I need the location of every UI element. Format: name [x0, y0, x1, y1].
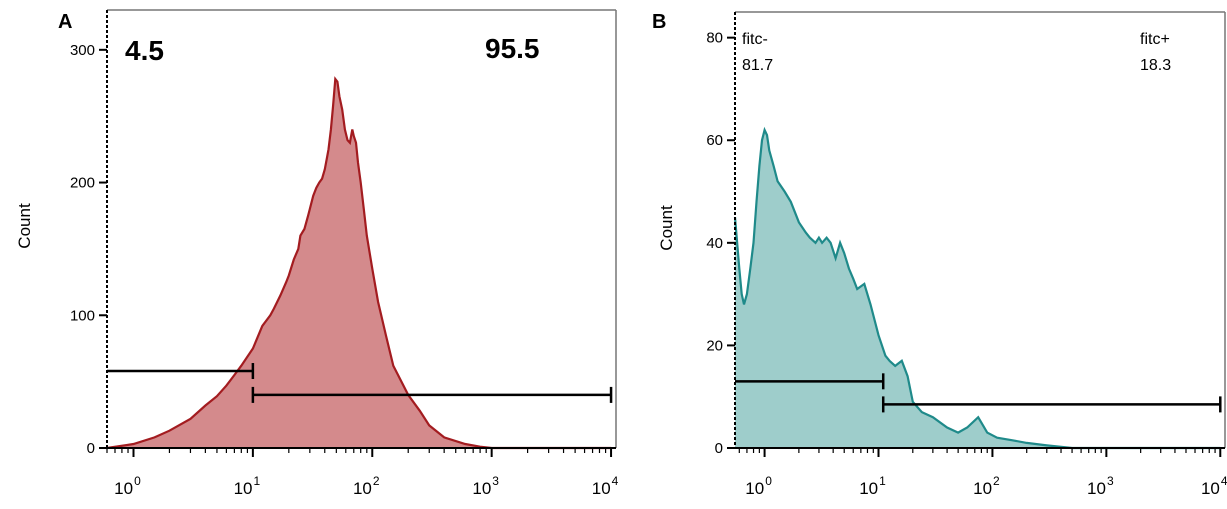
- panel-a-letter: A: [58, 11, 72, 33]
- panel-a-y-tick-label: 0: [87, 440, 95, 457]
- panel-b-y-tick-label: 60: [706, 132, 723, 149]
- panel-a-x-tick-label: 100: [114, 474, 141, 498]
- panel-a-x-tick-label: 103: [472, 474, 499, 498]
- panel-a-gate-right-percent: 95.5: [485, 33, 540, 64]
- panel-a-y-tick-label: 100: [70, 307, 95, 324]
- panel-b-x-tick-label: 100: [745, 474, 772, 498]
- panel-b-letter: B: [652, 11, 666, 33]
- panel-b-gate-left-percent: 81.7: [742, 57, 773, 74]
- panel-a-y-tick-label: 200: [70, 175, 95, 192]
- panel-a-y-axis-label: Count: [15, 203, 34, 249]
- panel-a-x-tick-label: 101: [234, 474, 261, 498]
- panel-a: A Count 0 100 200 300 100 101 102 103 104 4.5 95…: [15, 9, 619, 498]
- panel-a-histogram-line: [106, 76, 612, 450]
- panel-b-x-tick-label: 102: [973, 474, 1000, 498]
- panel-a-histogram-fill: [107, 79, 612, 448]
- panel-b-x-tick-label: 104: [1201, 474, 1227, 498]
- panel-a-y-tick-label: 300: [70, 42, 95, 59]
- panel-b-y-axis-label: Count: [657, 205, 676, 251]
- panel-b-gate-right-name: fitc+: [1140, 31, 1170, 48]
- panel-b-y-tick-label: 80: [706, 30, 723, 47]
- panel-b-x-tick-label: 101: [859, 474, 886, 498]
- panel-b-gate-left-name: fitc-: [742, 31, 768, 48]
- panel-b-y-tick-label: 40: [706, 235, 723, 252]
- panel-b-y-tick-label: 0: [715, 440, 723, 457]
- panel-a-x-tick-label: 104: [592, 474, 619, 498]
- panel-a-x-tick-label: 102: [353, 474, 380, 498]
- panel-b: B Count 0 20 40 60 80 100 101 102 103 104 fitc- 8…: [652, 11, 1227, 498]
- panel-b-histogram-line: [733, 126, 1221, 450]
- panel-b-y-tick-label: 20: [706, 337, 723, 354]
- panel-b-x-tick-label: 103: [1087, 474, 1114, 498]
- panel-a-gate-left-percent: 4.5: [125, 35, 164, 66]
- panel-b-histogram-fill: [735, 130, 1221, 448]
- panel-b-gate-right-percent: 18.3: [1140, 57, 1171, 74]
